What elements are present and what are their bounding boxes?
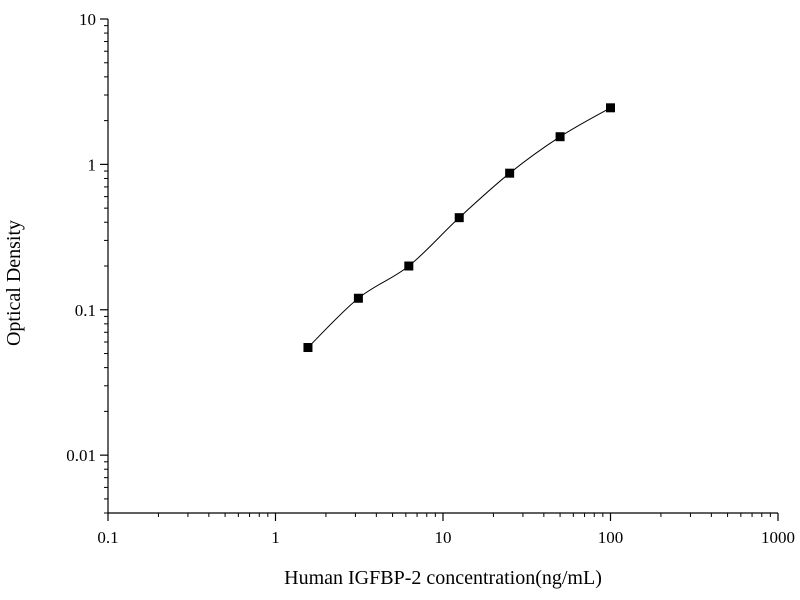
y-axis-title: Optical Density xyxy=(3,220,25,346)
x-tick-label: 100 xyxy=(598,528,624,547)
x-tick-label: 0.1 xyxy=(97,528,118,547)
x-tick-label: 1 xyxy=(271,528,280,547)
fit-curve xyxy=(307,107,611,348)
data-points xyxy=(303,103,615,353)
tick-labels: 0.1 1 10 100 1000 0.01 0.1 1 10 xyxy=(66,10,795,547)
y-tick-label: 10 xyxy=(79,10,96,29)
x-tick-label: 1000 xyxy=(761,528,795,547)
x-axis-title: Human IGFBP-2 concentration(ng/mL) xyxy=(284,567,602,589)
data-point xyxy=(606,103,615,113)
data-point xyxy=(404,261,414,271)
data-point xyxy=(454,213,464,223)
axes xyxy=(107,19,778,514)
y-tick-label: 1 xyxy=(88,155,97,174)
data-point xyxy=(353,293,363,303)
ticks xyxy=(100,18,779,521)
y-tick-label: 0.1 xyxy=(75,301,96,320)
data-point xyxy=(505,168,515,178)
data-point xyxy=(555,132,565,142)
x-tick-label: 10 xyxy=(435,528,452,547)
y-tick-label: 0.01 xyxy=(66,446,96,465)
data-point xyxy=(303,343,313,353)
